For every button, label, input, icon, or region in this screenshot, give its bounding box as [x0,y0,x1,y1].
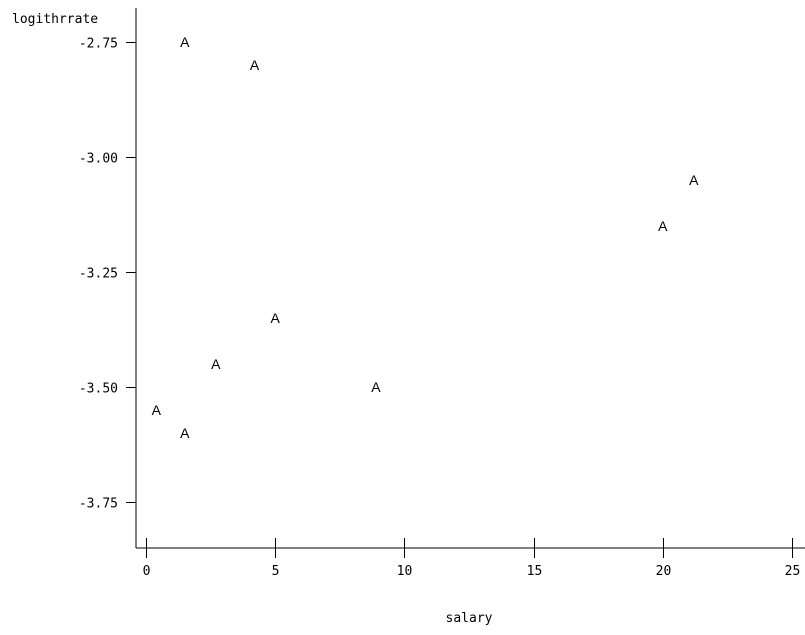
x-tick-label: 10 [397,564,413,579]
data-point: A [180,425,190,441]
data-point: A [689,172,699,188]
y-axis-title: logithrrate [12,12,98,27]
data-point: A [250,57,260,73]
data-point: A [211,356,221,372]
x-axis-title: salary [446,611,493,626]
x-tick-label: 25 [785,564,801,579]
y-tick-label: -2.75 [79,37,118,52]
y-tick-label: -3.50 [79,382,118,397]
data-point: A [371,379,381,395]
x-tick-label: 15 [527,564,543,579]
data-point: A [658,218,668,234]
data-point: A [271,310,281,326]
x-tick-label: 20 [656,564,672,579]
x-axis-ticks: 0 5 10 15 20 25 [143,538,801,579]
y-tick-label: -3.25 [79,267,118,282]
x-tick-label: 5 [272,564,280,579]
data-point: A [152,402,162,418]
y-tick-label: -3.75 [79,497,118,512]
y-tick-label: -3.00 [79,152,118,167]
scatter-points: A A A A A A A A A [152,34,699,441]
data-point: A [180,34,190,50]
x-tick-label: 0 [143,564,151,579]
y-axis-ticks: -2.75 -3.00 -3.25 -3.50 -3.75 [79,37,136,512]
